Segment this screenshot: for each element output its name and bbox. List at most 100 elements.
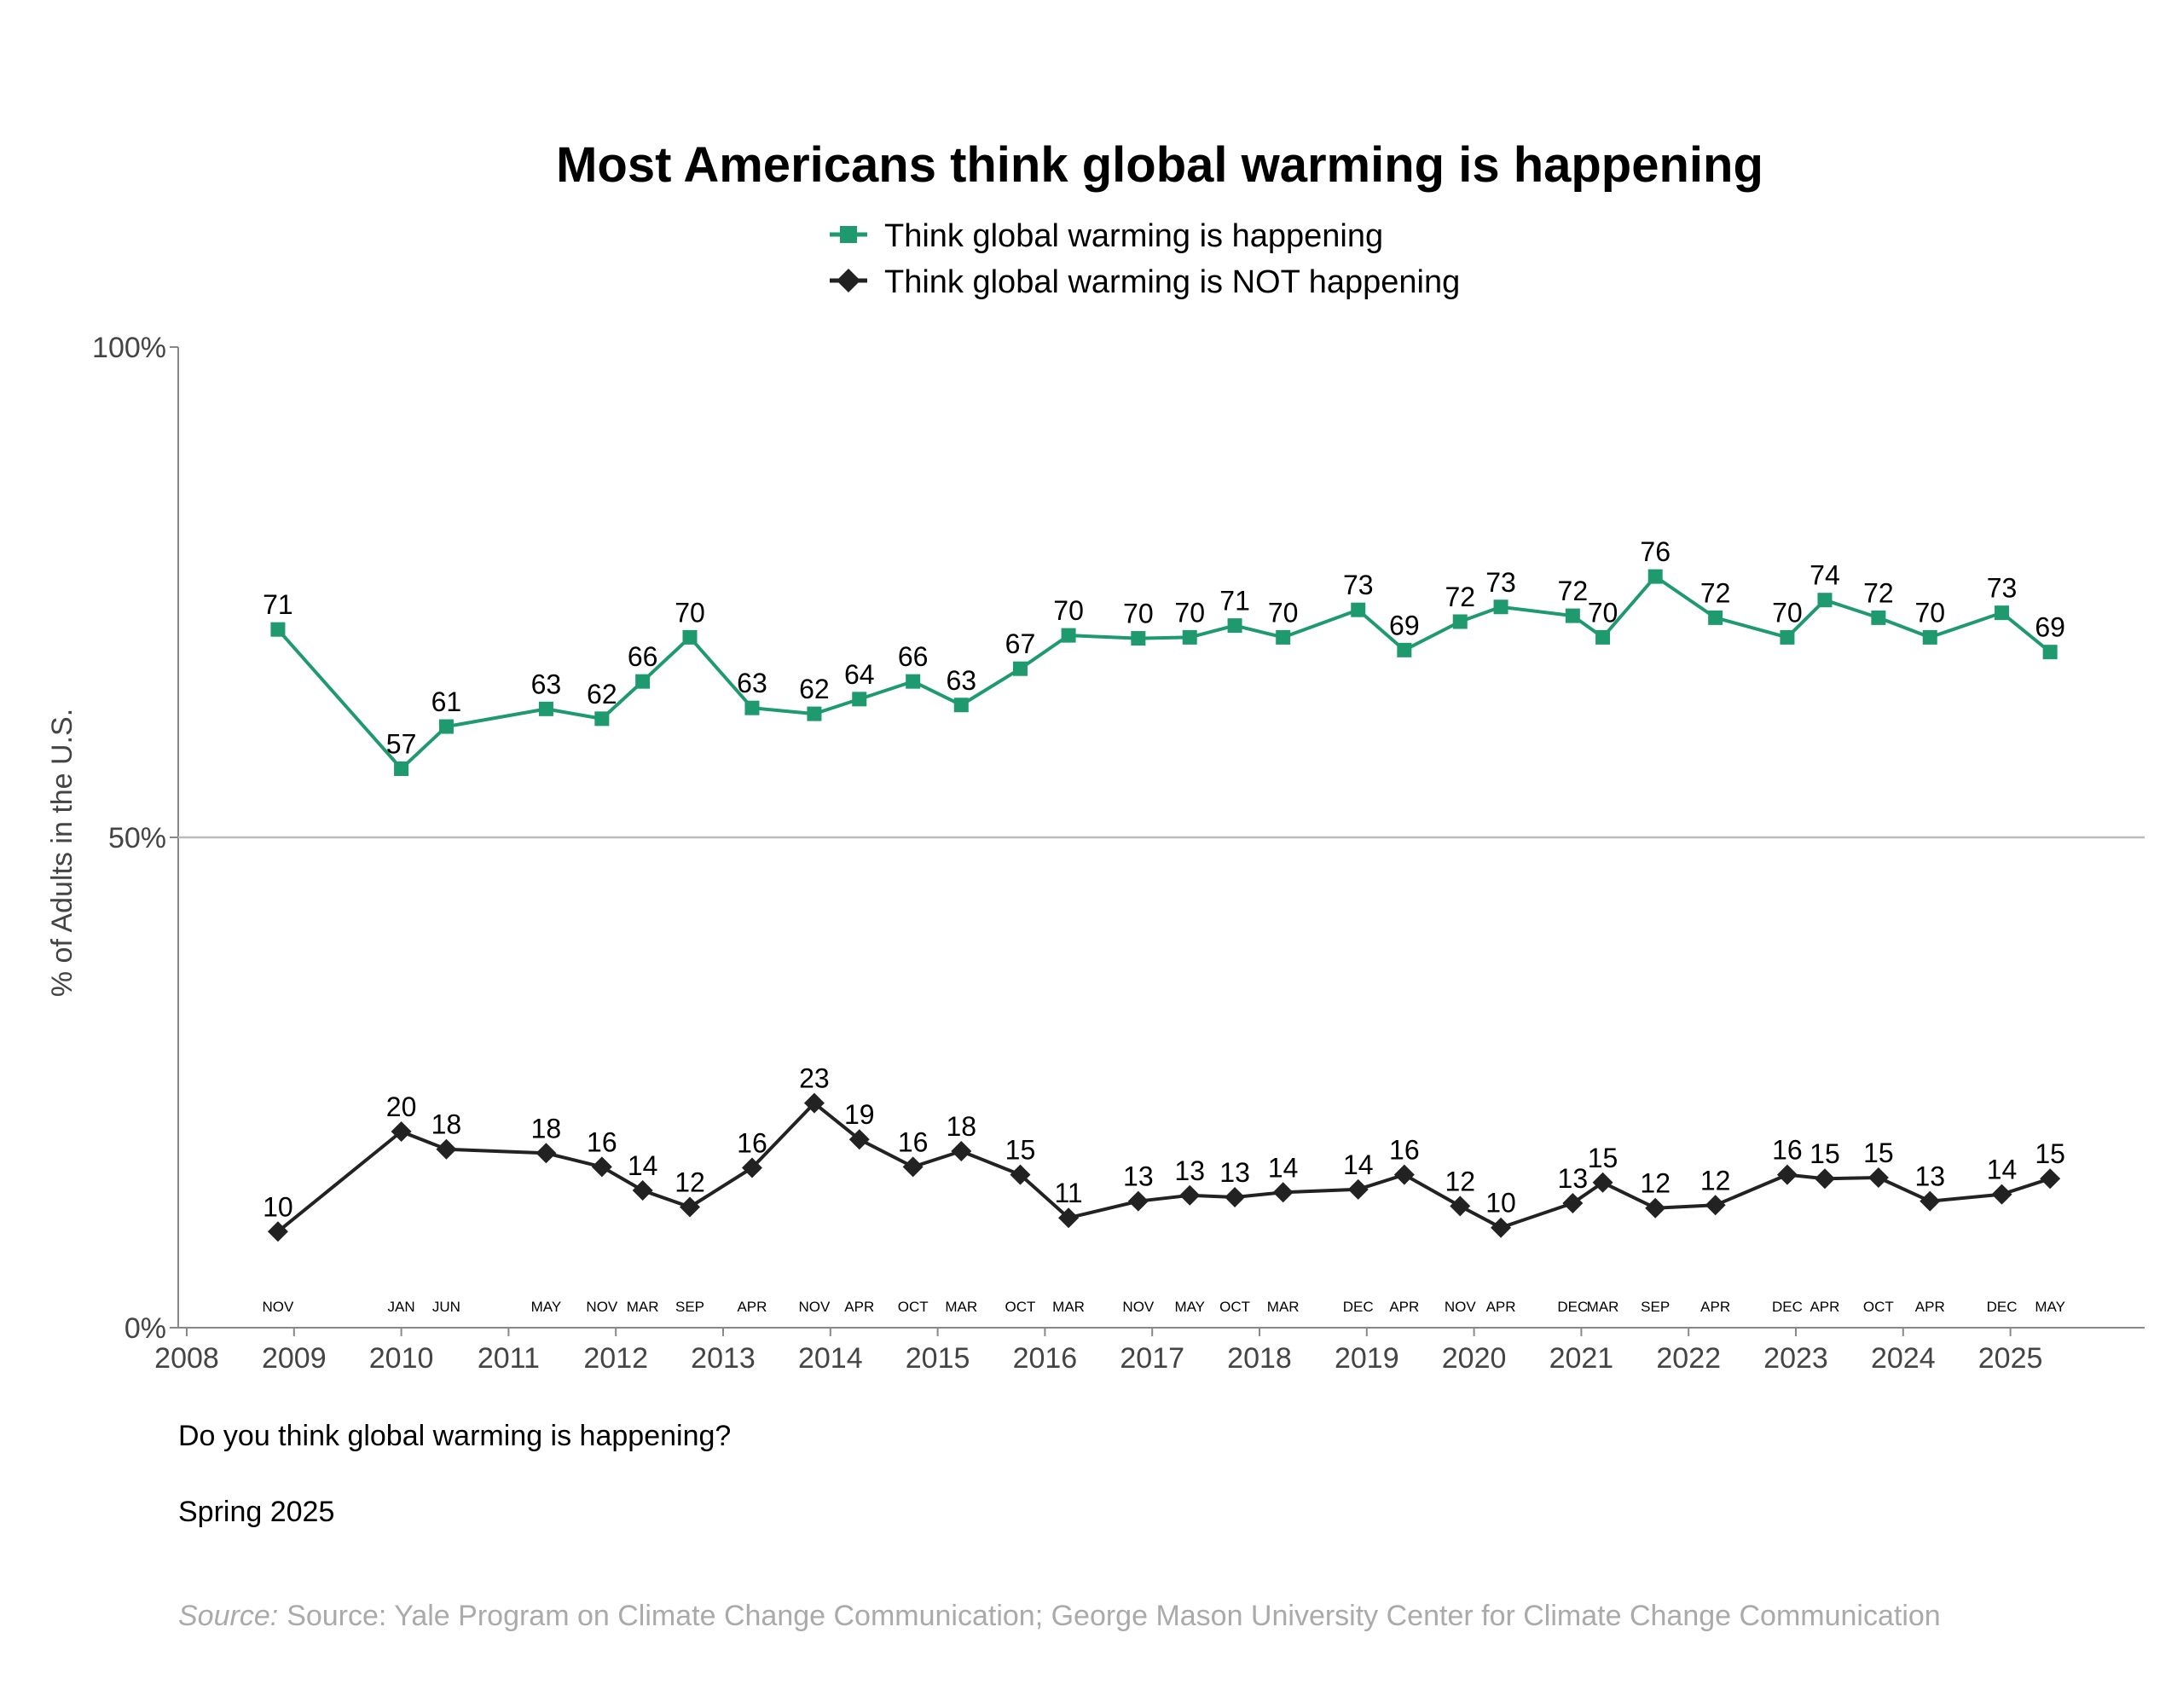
data-label-0-9: 64 <box>844 659 875 690</box>
data-point-happening-2 <box>438 719 454 734</box>
data-label-0-19: 69 <box>1389 610 1420 640</box>
data-label-1-24: 12 <box>1640 1168 1671 1199</box>
data-point-not-happening-22 <box>1562 1192 1584 1213</box>
data-label-1-28: 15 <box>1863 1138 1894 1168</box>
data-point-not-happening-3 <box>536 1143 557 1164</box>
data-point-happening-6 <box>682 629 698 645</box>
x-tick-label-2023: 2023 <box>1763 1342 1828 1375</box>
data-point-happening-27 <box>1817 593 1833 608</box>
data-label-1-21: 10 <box>1485 1188 1516 1219</box>
data-point-happening-8 <box>807 706 822 721</box>
y-tick-label-50: 50% <box>108 822 166 854</box>
axes: 0%50%100%2008 2009 2010 2011 2012 2013 2014 201… <box>92 332 2145 1375</box>
data-label-0-26: 70 <box>1772 597 1803 628</box>
data-point-not-happening-9 <box>848 1129 870 1150</box>
data-point-happening-30 <box>1995 605 2010 621</box>
month-label-25: APR <box>1700 1299 1730 1315</box>
data-label-1-17: 14 <box>1268 1152 1299 1183</box>
x-tick-label-2022: 2022 <box>1656 1342 1721 1375</box>
data-point-happening-14 <box>1131 631 1146 646</box>
month-label-12: OCT <box>1005 1299 1036 1315</box>
month-label-17: MAR <box>1267 1299 1300 1315</box>
month-label-0: NOV <box>263 1299 295 1315</box>
month-label-2: JUN <box>432 1299 460 1315</box>
data-label-0-28: 72 <box>1863 577 1894 608</box>
data-point-happening-29 <box>1922 629 1937 645</box>
legend-item-happening[interactable]: Think global warming is happening <box>830 218 1383 254</box>
data-label-1-11: 18 <box>946 1111 976 1142</box>
data-point-happening-5 <box>635 674 651 689</box>
month-label-15: MAY <box>1174 1299 1205 1315</box>
data-point-not-happening-2 <box>436 1138 457 1160</box>
data-label-1-9: 19 <box>844 1099 875 1130</box>
data-point-not-happening-30 <box>1991 1184 2012 1205</box>
data-label-1-25: 12 <box>1700 1165 1731 1196</box>
month-label-31: MAY <box>2035 1299 2065 1315</box>
data-label-0-12: 67 <box>1005 628 1036 659</box>
month-label-22: DEC <box>1557 1299 1588 1315</box>
chart-title: Most Americans think global warming is h… <box>556 137 1763 193</box>
data-point-not-happening-12 <box>1010 1164 1031 1185</box>
data-label-1-2: 18 <box>431 1109 462 1140</box>
data-label-1-18: 14 <box>1343 1149 1374 1180</box>
x-tick-label-2008: 2008 <box>154 1342 219 1375</box>
y-tick-label-0: 0% <box>124 1312 166 1345</box>
x-tick-label-2013: 2013 <box>691 1342 756 1375</box>
data-point-not-happening-31 <box>2040 1168 2061 1190</box>
data-label-1-30: 14 <box>1987 1155 2018 1185</box>
data-point-not-happening-26 <box>1776 1164 1798 1185</box>
data-point-happening-1 <box>394 761 409 776</box>
data-label-1-3: 18 <box>531 1113 562 1143</box>
data-label-0-27: 74 <box>1810 560 1840 591</box>
data-label-0-13: 70 <box>1053 595 1084 626</box>
data-point-happening-25 <box>1708 610 1723 625</box>
data-point-happening-13 <box>1061 628 1076 643</box>
data-label-1-27: 15 <box>1810 1138 1840 1169</box>
data-label-1-16: 13 <box>1219 1157 1250 1188</box>
month-label-29: APR <box>1915 1299 1945 1315</box>
data-point-not-happening-19 <box>1393 1164 1415 1185</box>
x-tick-label-2016: 2016 <box>1013 1342 1078 1375</box>
data-label-1-7: 16 <box>737 1128 767 1159</box>
wave-caption: Spring 2025 <box>178 1496 334 1528</box>
month-label-11: MAR <box>945 1299 977 1315</box>
data-label-1-31: 15 <box>2035 1138 2065 1169</box>
data-point-not-happening-4 <box>591 1156 612 1178</box>
x-tick-label-2021: 2021 <box>1549 1342 1614 1375</box>
data-point-happening-7 <box>744 700 760 715</box>
month-label-9: APR <box>844 1299 874 1315</box>
x-tick-label-2010: 2010 <box>369 1342 434 1375</box>
month-label-1: JAN <box>388 1299 415 1315</box>
question-caption: Do you think global warming is happening… <box>178 1420 731 1452</box>
month-label-5: MAR <box>627 1299 659 1315</box>
data-label-1-5: 14 <box>628 1150 658 1181</box>
data-point-not-happening-27 <box>1814 1168 1835 1190</box>
data-point-happening-17 <box>1276 629 1291 645</box>
month-label-8: NOV <box>799 1299 831 1315</box>
legend-item-not-happening[interactable]: Think global warming is NOT happening <box>830 264 1460 300</box>
data-point-not-happening-15 <box>1179 1184 1201 1206</box>
data-point-happening-9 <box>852 692 867 707</box>
month-label-26: DEC <box>1772 1299 1803 1315</box>
series-line-1 <box>276 1101 2051 1233</box>
month-label-20: NOV <box>1445 1299 1477 1315</box>
data-point-not-happening-21 <box>1491 1217 1512 1238</box>
data-point-not-happening-23 <box>1592 1172 1613 1193</box>
data-point-happening-26 <box>1780 629 1795 645</box>
data-label-0-7: 63 <box>737 668 767 698</box>
data-point-happening-22 <box>1565 608 1580 623</box>
source-prefix: Source: <box>178 1600 278 1632</box>
data-point-happening-3 <box>538 701 553 716</box>
x-tick-label-2012: 2012 <box>583 1342 648 1375</box>
data-point-happening-11 <box>953 698 969 713</box>
data-label-1-12: 15 <box>1005 1135 1036 1166</box>
data-label-0-14: 70 <box>1123 599 1154 629</box>
data-point-happening-24 <box>1647 569 1663 584</box>
data-label-0-15: 70 <box>1174 597 1205 628</box>
data-label-0-30: 73 <box>1987 573 2018 604</box>
data-label-1-10: 16 <box>898 1126 929 1157</box>
data-point-happening-12 <box>1012 661 1028 676</box>
data-label-1-6: 12 <box>675 1167 705 1198</box>
data-label-0-2: 61 <box>431 686 462 717</box>
data-point-not-happening-10 <box>902 1156 924 1178</box>
